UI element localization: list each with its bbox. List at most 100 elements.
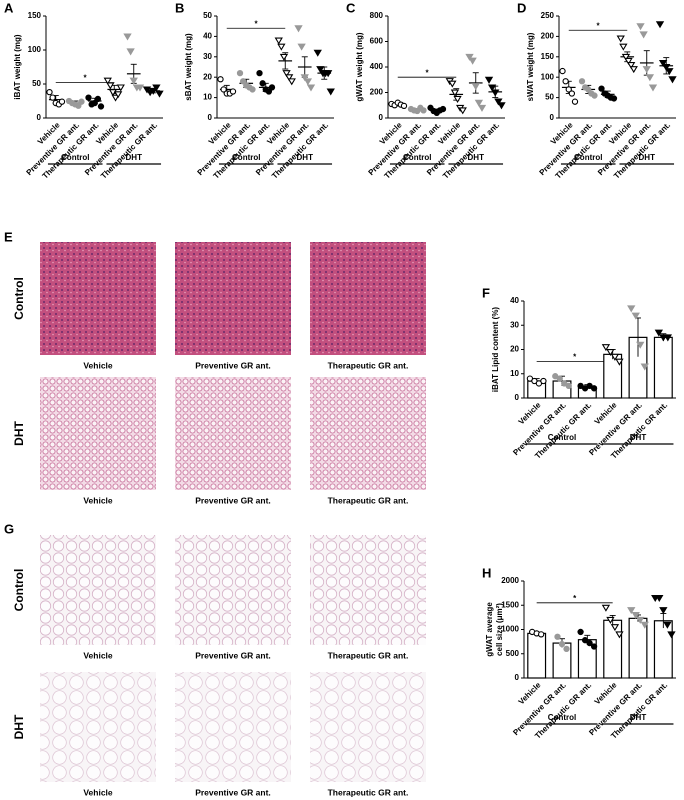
micrograph xyxy=(310,242,426,355)
y-axis-label: gWAT average xyxy=(485,602,494,657)
data-point xyxy=(468,57,477,65)
bar xyxy=(653,336,673,399)
y-tick-label: 800 xyxy=(370,11,384,20)
data-point xyxy=(323,70,333,78)
data-point xyxy=(306,84,316,92)
data-point xyxy=(497,102,506,110)
data-point xyxy=(658,59,668,67)
group-label: DHT xyxy=(630,433,647,442)
group-label: Control xyxy=(61,153,89,162)
data-point xyxy=(662,64,671,72)
panel-letter: A xyxy=(4,0,14,15)
data-point xyxy=(439,105,447,113)
data-point xyxy=(636,616,645,624)
y-axis-label: iBAT weight (mg) xyxy=(13,34,22,100)
data-point xyxy=(640,363,649,371)
y-tick-label: 0 xyxy=(515,673,520,682)
micrograph xyxy=(40,535,156,645)
group-label: Control xyxy=(548,433,576,442)
data-point xyxy=(585,86,592,93)
data-point xyxy=(49,94,56,101)
data-point xyxy=(655,21,665,29)
image-caption: Preventive GR ant. xyxy=(195,495,271,505)
data-point xyxy=(578,78,586,85)
data-point xyxy=(282,70,291,78)
group-label: Control xyxy=(548,713,576,722)
data-point xyxy=(581,637,589,644)
data-point xyxy=(610,624,620,632)
data-point xyxy=(591,92,598,99)
data-point xyxy=(565,86,572,93)
group-label: Control xyxy=(574,153,602,162)
data-point xyxy=(477,104,487,112)
data-point xyxy=(667,631,676,639)
image-caption: Vehicle xyxy=(83,787,113,797)
data-point xyxy=(624,57,633,65)
row-label: DHT xyxy=(12,714,26,739)
data-point xyxy=(108,89,118,97)
data-point xyxy=(655,595,664,603)
data-point xyxy=(665,68,674,76)
y-tick-label: 0 xyxy=(550,113,555,122)
data-point xyxy=(149,87,158,95)
y-tick-label: 100 xyxy=(541,72,555,81)
data-point xyxy=(94,95,102,103)
data-point xyxy=(556,375,563,382)
data-point xyxy=(471,83,480,91)
data-point xyxy=(300,74,309,82)
panel-letter: B xyxy=(175,0,184,15)
image-caption: Preventive GR ant. xyxy=(195,787,271,797)
y-tick-label: 0 xyxy=(208,113,213,122)
data-point xyxy=(606,616,615,624)
y-tick-label: 1000 xyxy=(501,625,519,634)
data-point xyxy=(640,621,649,629)
bar xyxy=(603,619,623,679)
data-point xyxy=(448,80,457,88)
panel-letter: E xyxy=(4,229,13,244)
y-axis-label: sWAT weight (mg) xyxy=(526,32,535,101)
data-point xyxy=(577,628,584,636)
y-tick-label: 0 xyxy=(37,113,42,122)
data-point xyxy=(636,341,645,349)
data-point xyxy=(629,66,638,74)
data-point xyxy=(601,604,611,612)
data-point xyxy=(116,84,125,92)
y-tick-label: 200 xyxy=(370,88,384,97)
data-point xyxy=(259,80,266,87)
data-point xyxy=(598,85,605,92)
y-tick-label: 50 xyxy=(203,11,212,20)
y-tick-label: 40 xyxy=(203,32,212,41)
data-point xyxy=(663,621,672,629)
data-point xyxy=(648,84,658,92)
data-point xyxy=(265,88,273,95)
image-caption: Preventive GR ant. xyxy=(195,650,271,660)
y-axis-label: sBAT weight (mg) xyxy=(184,33,193,101)
y-tick-label: 100 xyxy=(28,45,42,54)
y-tick-label: 250 xyxy=(541,11,555,20)
y-tick-label: 50 xyxy=(545,93,554,102)
image-caption: Therapeutic GR ant. xyxy=(328,495,409,505)
image-caption: Preventive GR ant. xyxy=(195,360,271,370)
data-point xyxy=(627,607,636,615)
data-point xyxy=(268,84,276,91)
panel-letter: H xyxy=(482,565,491,580)
y-tick-label: 150 xyxy=(541,52,555,61)
y-tick-label: 30 xyxy=(203,52,212,61)
data-point xyxy=(284,74,294,82)
data-point xyxy=(639,31,648,39)
data-point xyxy=(610,353,620,361)
y-tick-label: 10 xyxy=(203,93,212,102)
y-tick-label: 10 xyxy=(510,369,519,378)
data-point xyxy=(458,107,467,115)
data-point xyxy=(606,348,615,357)
data-point xyxy=(420,107,427,114)
data-point xyxy=(565,382,572,390)
image-caption: Therapeutic GR ant. xyxy=(328,650,409,660)
data-point xyxy=(103,77,112,85)
significance-label: * xyxy=(254,19,258,28)
data-point xyxy=(91,99,98,107)
y-tick-label: 150 xyxy=(28,11,42,20)
data-point xyxy=(75,102,82,109)
data-point xyxy=(586,639,593,647)
